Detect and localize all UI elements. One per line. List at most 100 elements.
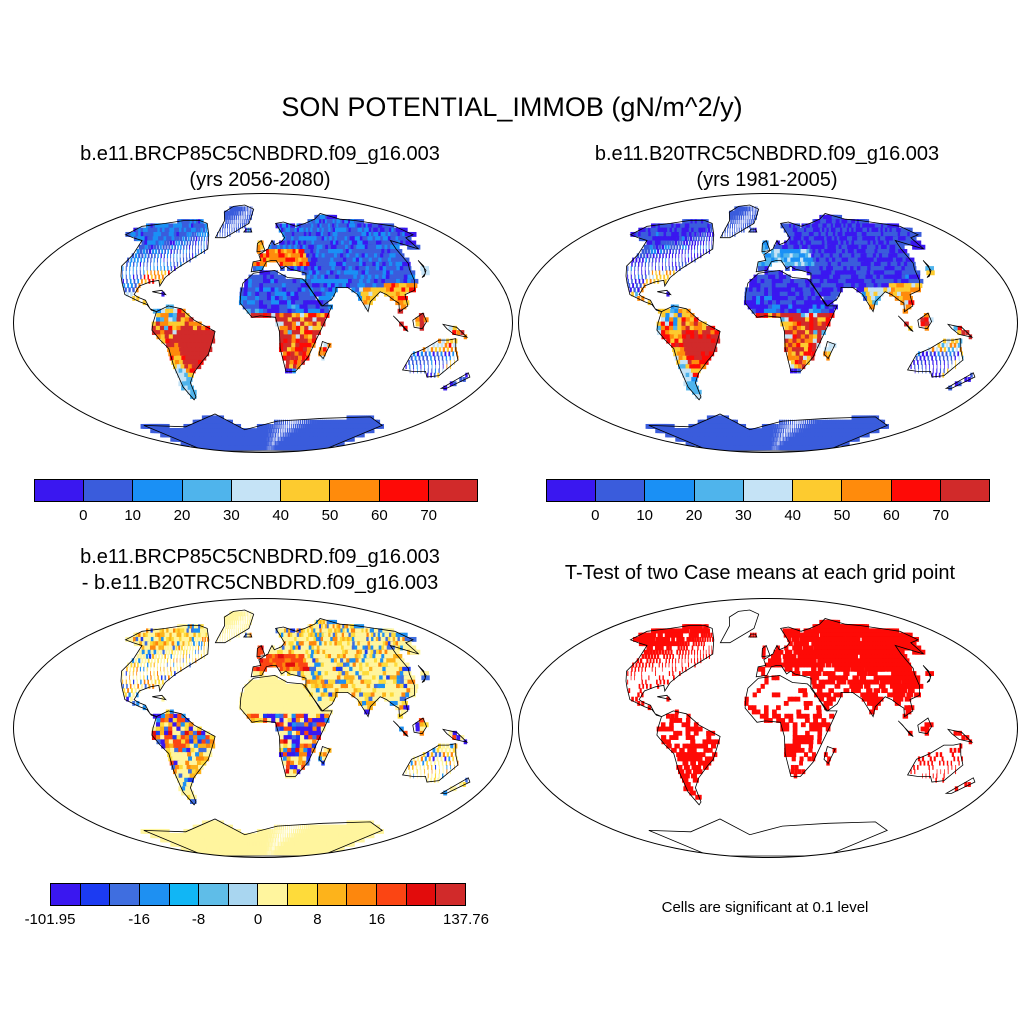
grid-cell [287, 313, 293, 318]
grid-cell [163, 253, 165, 259]
grid-cell [742, 219, 744, 225]
grid-cell [771, 283, 777, 289]
grid-cell [954, 381, 959, 387]
grid-cell [695, 359, 702, 365]
grid-cell [235, 219, 237, 225]
grid-cell [288, 236, 294, 242]
grid-cell [775, 283, 781, 289]
grid-cell [186, 223, 191, 229]
grid-cell [160, 266, 162, 271]
grid-cell [434, 355, 436, 361]
grid-cell [318, 278, 324, 284]
grid-cell [887, 274, 895, 280]
grid-cell [873, 291, 880, 297]
grid-cell [274, 428, 276, 434]
grid-cell [160, 261, 162, 267]
grid-cell [673, 231, 678, 237]
grid-cell [453, 355, 455, 361]
grid-cell [267, 423, 270, 429]
panel-title-difference: b.e11.BRCP85C5CNBDRD.f09_g16.003 - b.e11… [10, 544, 510, 596]
grid-cell [306, 423, 309, 429]
grid-cell [828, 423, 832, 429]
grid-cell [141, 240, 146, 246]
grid-cell [844, 261, 851, 267]
grid-cell [652, 257, 654, 263]
grid-cell [761, 266, 766, 271]
grid-cell [197, 244, 199, 250]
grid-cell [786, 432, 788, 438]
grid-cell [297, 287, 303, 293]
grid-cell [336, 419, 341, 425]
grid-cell [693, 227, 697, 233]
grid-cell [802, 355, 807, 361]
grid-cell [669, 321, 674, 327]
grid-cell [308, 270, 315, 276]
grid-cell [708, 351, 715, 357]
grid-cell [283, 227, 288, 233]
grid-cell [790, 278, 796, 284]
grid-cell [823, 347, 828, 353]
grid-cell [706, 338, 713, 344]
grid-cell [929, 351, 932, 357]
grid-cell [259, 261, 264, 267]
grid-cell [160, 334, 166, 340]
grid-cell [250, 308, 256, 314]
grid-cell [316, 308, 322, 314]
grid-cell [189, 368, 196, 374]
panel-title-rcp85-years: (yrs 2056-2080) [189, 169, 331, 191]
grid-cell [812, 419, 815, 425]
grid-cell [737, 210, 740, 216]
grid-cell [811, 347, 816, 353]
grid-cell [187, 372, 194, 378]
grid-cell [792, 342, 797, 348]
grid-cell [326, 295, 332, 301]
grid-cell [778, 432, 780, 438]
grid-cell [270, 445, 271, 451]
grid-cell [176, 231, 180, 237]
grid-cell [832, 304, 838, 310]
grid-cell [166, 227, 172, 233]
grid-cell [873, 270, 881, 276]
grid-cell [313, 249, 320, 254]
grid-cell [222, 231, 223, 237]
grid-cell [257, 244, 261, 250]
grid-cell [809, 423, 812, 429]
grid-cell [773, 441, 775, 446]
grid-cell [385, 274, 393, 280]
grid-cell [169, 227, 174, 233]
grid-cell [309, 423, 313, 429]
grid-cell [802, 287, 808, 293]
grid-cell [430, 355, 432, 361]
grid-cell [153, 257, 155, 263]
grid-cell [301, 419, 304, 425]
grid-cell [652, 240, 656, 246]
grid-cell [164, 325, 169, 331]
grid-cell [292, 364, 297, 370]
grid-cell [261, 445, 264, 451]
grid-cell [703, 227, 706, 233]
grid-cell [191, 347, 197, 353]
grid-cell [287, 317, 293, 323]
grid-cell [206, 244, 208, 250]
grid-cell [655, 257, 657, 263]
grid-cell [796, 300, 801, 306]
grid-cell [827, 270, 834, 276]
grid-cell [840, 274, 847, 280]
grid-cell [955, 359, 957, 365]
grid-cell [804, 342, 809, 348]
grid-cell [276, 432, 278, 438]
grid-cell [186, 231, 190, 237]
grid-cell [231, 210, 234, 216]
grid-cell [302, 261, 309, 267]
grid-cell [812, 300, 818, 306]
grid-cell [301, 257, 307, 263]
grid-cell [201, 330, 207, 335]
grid-cell [680, 347, 686, 353]
grid-cell [867, 278, 875, 284]
grid-cell [247, 428, 252, 434]
grid-cell [263, 274, 268, 280]
grid-cell [412, 351, 416, 357]
grid-cell [803, 249, 809, 254]
grid-cell [237, 206, 240, 212]
grid-cell [306, 295, 312, 301]
